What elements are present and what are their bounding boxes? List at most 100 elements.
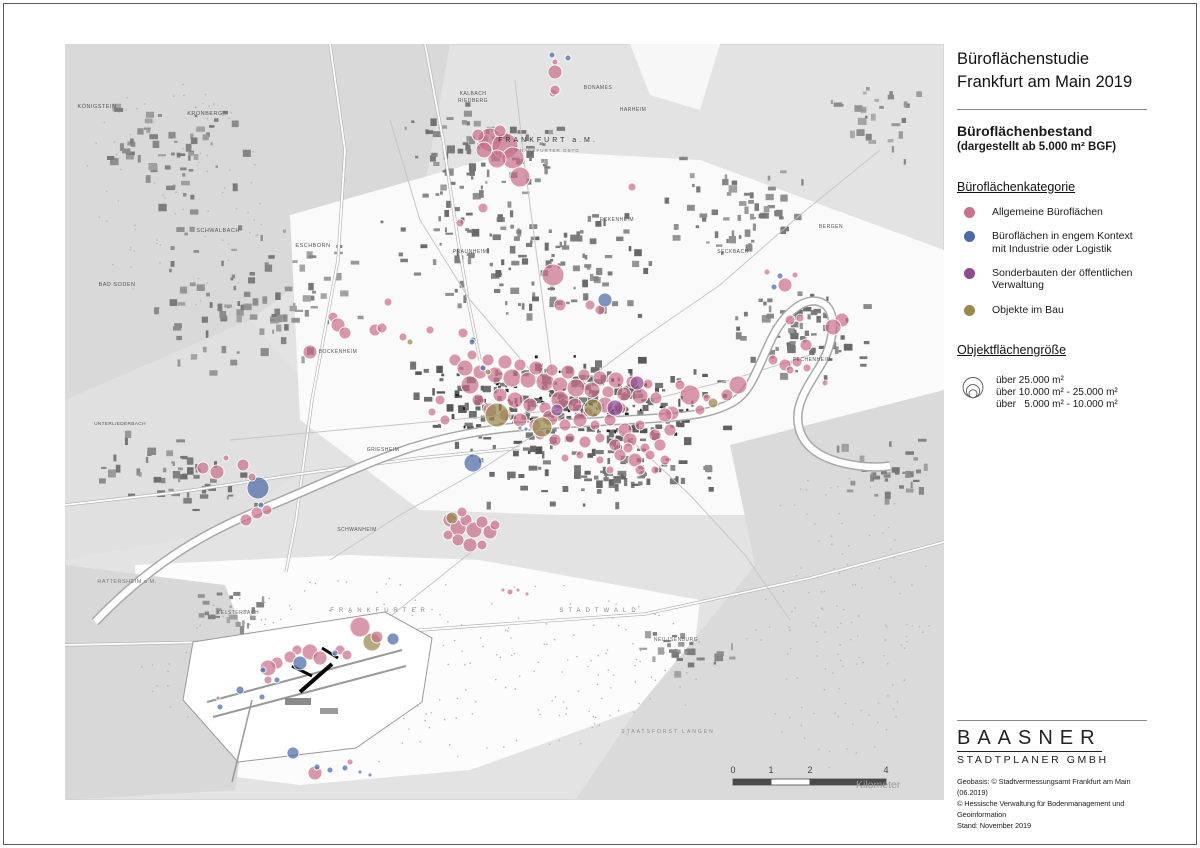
forest-dot [272, 621, 275, 624]
urban-block [739, 201, 747, 206]
forest-dot [197, 277, 200, 280]
urban-block [639, 428, 648, 434]
urban-block [510, 126, 517, 134]
urban-block [432, 259, 437, 265]
urban-block [584, 254, 588, 260]
urban-block [432, 424, 441, 428]
urban-block [264, 262, 269, 265]
urban-block [404, 126, 407, 130]
urban-block [299, 264, 306, 272]
urban-block [291, 317, 300, 323]
forest-dot [159, 262, 161, 264]
bubble-allgemeine-bueroflaechen [821, 379, 829, 387]
forest-dot [280, 618, 282, 621]
urban-block [187, 467, 194, 475]
urban-block [170, 261, 175, 267]
bubble-allgemeine-bueroflaechen [545, 363, 559, 377]
forest-dot [861, 587, 863, 589]
urban-block [520, 485, 528, 491]
bubble-allgemeine-bueroflaechen [622, 442, 634, 454]
forest-dot [533, 670, 535, 672]
urban-block [423, 368, 429, 373]
urban-block [800, 336, 805, 341]
forest-dot [918, 625, 920, 628]
category-legend: Allgemeine Büroflächen Büroflächen in eng… [957, 206, 1153, 316]
urban-block [534, 178, 541, 183]
forest-dot [162, 194, 164, 196]
urban-block [544, 168, 548, 175]
forest-dot [873, 514, 876, 517]
urban-block [454, 441, 460, 449]
urban-block [169, 299, 178, 306]
forest-dot [846, 564, 849, 566]
forest-dot [245, 610, 248, 612]
forest-dot [247, 211, 249, 214]
road [559, 149, 881, 401]
place-label: ESCHBORN [295, 243, 330, 249]
urban-block [826, 296, 829, 301]
forest-dot [141, 666, 143, 668]
forest-dot [263, 601, 266, 604]
urban-block [453, 207, 460, 212]
urban-block [525, 242, 533, 247]
urban-block [242, 149, 251, 157]
urban-block [632, 260, 640, 267]
urban-block [582, 279, 588, 288]
urban-block [794, 309, 803, 317]
urban-block [787, 345, 796, 354]
urban-block [271, 314, 281, 318]
urban-block [780, 372, 789, 380]
urban-block-dark [606, 429, 610, 433]
forest-dot [779, 504, 782, 507]
forest-dot [456, 697, 459, 700]
urban-block [440, 184, 447, 191]
forest-dot [800, 724, 803, 727]
urban-block [535, 446, 543, 455]
place-label: STAATSFORST LANGEN [621, 729, 715, 735]
urban-block [472, 192, 481, 200]
urban-block [763, 301, 767, 306]
bubble-allgemeine-bueroflaechen [502, 368, 522, 388]
urban-block [625, 406, 628, 412]
forest-dot [911, 625, 913, 627]
urban-block [550, 428, 557, 432]
category-label: Büroflächen in engem Kontext mit Industri… [992, 230, 1133, 255]
subtitle-note: (dargestellt ab 5.000 m² BGF) [957, 140, 1117, 153]
forest-dot [228, 117, 230, 119]
bubble-allgemeine-bueroflaechen [548, 433, 562, 447]
urban-block [509, 407, 518, 412]
urban-block [243, 303, 252, 311]
size-heading: Objektflächengröße [957, 343, 1067, 358]
urban-block [186, 491, 190, 498]
forest-dot [499, 656, 502, 659]
urban-block [699, 213, 708, 218]
urban-block [708, 487, 714, 492]
bubble-industrie-logistik-kontext [357, 769, 363, 775]
bubble-allgemeine-bueroflaechen [644, 449, 656, 461]
urban-block [542, 143, 546, 146]
urban-block [451, 413, 455, 419]
urban-block [596, 480, 603, 488]
bubble-allgemeine-bueroflaechen [674, 379, 686, 391]
forest-dot [785, 678, 788, 680]
scale-unit-label: Kilometer [856, 779, 901, 791]
urban-block [446, 145, 455, 154]
urban-block [293, 302, 296, 309]
urban-block [632, 404, 636, 408]
urban-block [548, 229, 552, 233]
urban-block [767, 175, 771, 181]
urban-block [398, 252, 403, 257]
forest-dot [632, 643, 634, 645]
urban-block [799, 322, 803, 330]
forest-dot [424, 719, 426, 722]
urban-block [471, 228, 480, 237]
urban-block [177, 153, 186, 156]
urban-block [731, 643, 733, 651]
forest-dot [264, 618, 267, 621]
bubble-industrie-logistik-kontext [292, 655, 308, 671]
urban-block [918, 438, 927, 442]
forest-dot [385, 583, 388, 585]
forest-dot [842, 608, 845, 611]
bubble-allgemeine-bueroflaechen [560, 453, 570, 463]
urban-block [243, 291, 251, 297]
